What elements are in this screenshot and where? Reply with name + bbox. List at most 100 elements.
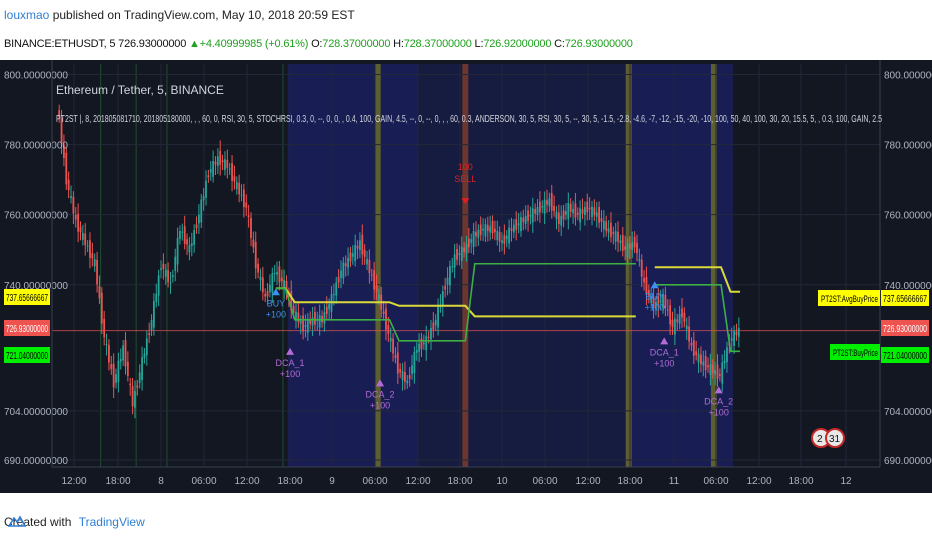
x-tick-label: 06:00 bbox=[191, 476, 216, 487]
price-candle-body bbox=[195, 224, 198, 229]
price-candle-body bbox=[534, 209, 537, 214]
buy-price-label: PT2ST:BuyPrice bbox=[830, 344, 880, 360]
change-value: +4.40999985 (+0.61%) bbox=[199, 38, 309, 50]
price-candle-body bbox=[63, 144, 65, 159]
x-tick-label: 12:00 bbox=[234, 476, 259, 487]
trade-marker-label: BUY bbox=[645, 291, 664, 301]
price-candle-body bbox=[702, 361, 705, 366]
chart-area[interactable]: BUY +100 DCA_1 +100 DCA_2 +100 SELL 100 BUY +100 D… bbox=[0, 60, 932, 493]
trade-marker-label: SELL bbox=[454, 174, 476, 184]
price-candle-body bbox=[356, 245, 359, 249]
price-candle-body bbox=[411, 365, 413, 375]
price-candle-body bbox=[467, 238, 470, 248]
indicator-settings[interactable]: PT2ST |, 8, 201805081710, 201805180000, … bbox=[56, 114, 882, 125]
price-candle-body bbox=[595, 212, 598, 217]
price-candle-body bbox=[482, 228, 484, 231]
price-candle-body bbox=[640, 259, 643, 277]
left-avg-badge: 737.65666667 bbox=[4, 289, 50, 305]
author-link[interactable]: louxmao bbox=[4, 8, 50, 22]
price-candle-body bbox=[224, 159, 226, 170]
price-candle-body bbox=[171, 275, 174, 278]
x-tick-label: 12:00 bbox=[405, 476, 430, 487]
price-candle-body bbox=[681, 308, 683, 318]
price-candle-body bbox=[607, 228, 610, 233]
price-candle-body bbox=[108, 344, 110, 363]
price-candle-body bbox=[174, 256, 177, 271]
price-candle-body bbox=[366, 259, 368, 265]
brand-link[interactable]: TradingView bbox=[78, 515, 145, 529]
price-candle-body bbox=[531, 208, 534, 223]
price-candle-body bbox=[465, 243, 468, 254]
price-candle-body bbox=[576, 212, 579, 215]
price-candle-body bbox=[141, 357, 143, 381]
price-candle-body bbox=[704, 355, 707, 370]
price-candle-body bbox=[472, 231, 475, 247]
x-tick-label: 12:00 bbox=[61, 476, 86, 487]
price-candle-body bbox=[723, 360, 726, 364]
price-candle-body bbox=[216, 156, 219, 166]
price-candle-body bbox=[697, 353, 700, 363]
price-candle-body bbox=[162, 263, 165, 270]
price-candle-body bbox=[510, 228, 513, 232]
price-candle-body bbox=[58, 110, 61, 118]
price-candle-body bbox=[70, 196, 72, 198]
price-candle-body bbox=[655, 301, 657, 310]
event-bar bbox=[710, 64, 717, 467]
price-candle-body bbox=[84, 233, 87, 246]
price-candle-body bbox=[65, 152, 68, 185]
price-candle-body bbox=[242, 189, 245, 208]
price-candle-body bbox=[259, 276, 262, 281]
price-candle-body bbox=[169, 282, 172, 284]
price-candle-body bbox=[387, 325, 390, 334]
price-candle-body bbox=[306, 318, 309, 333]
price-candle-body bbox=[153, 301, 155, 328]
price-candle-body bbox=[600, 218, 603, 222]
price-candle-body bbox=[342, 262, 345, 279]
price-candle-body bbox=[340, 270, 342, 278]
price-candle-body bbox=[425, 336, 428, 351]
avg-buy-price-line bbox=[275, 266, 740, 318]
price-candle-body bbox=[512, 224, 515, 233]
created-with: Created with TradingView bbox=[4, 515, 145, 529]
price-candle-body bbox=[685, 325, 688, 330]
price-candle-body bbox=[392, 338, 394, 354]
price-candle-body bbox=[219, 150, 222, 165]
price-candle-body bbox=[633, 236, 636, 248]
price-candle-body bbox=[344, 263, 347, 267]
price-candle-body bbox=[309, 319, 312, 324]
price-candle-body bbox=[569, 203, 572, 212]
low-label: L: bbox=[474, 38, 484, 50]
price-candle-body bbox=[621, 235, 624, 251]
trade-marker-arrow bbox=[660, 337, 669, 345]
price-candle-body bbox=[598, 206, 601, 223]
price-candle-body bbox=[659, 300, 662, 303]
price-candle-body bbox=[491, 220, 494, 234]
y-tick-label-right: 740.00000000 bbox=[884, 281, 932, 292]
counter-a: 2 bbox=[817, 434, 823, 445]
price-candle-body bbox=[122, 345, 125, 361]
price-candle-body bbox=[190, 243, 193, 246]
price-candle-body bbox=[86, 245, 89, 247]
price-candle-body bbox=[560, 215, 563, 226]
price-candle-body bbox=[81, 232, 84, 240]
price-candle-body bbox=[477, 229, 480, 238]
price-candle-body bbox=[733, 330, 735, 346]
price-candle-body bbox=[434, 319, 437, 326]
price-candle-body bbox=[657, 296, 660, 307]
x-tick-label: 06:00 bbox=[362, 476, 387, 487]
price-candle-body bbox=[105, 344, 108, 346]
price-chart[interactable]: BUY+100DCA_1+100DCA_2+100SELL100BUY+100D… bbox=[0, 60, 932, 493]
price-candle-body bbox=[221, 160, 224, 163]
y-tick-label-right: 780.00000000 bbox=[884, 141, 932, 152]
price-candle-body bbox=[404, 372, 406, 382]
price-candle-body bbox=[671, 319, 674, 327]
x-tick-label: 18:00 bbox=[617, 476, 642, 487]
price-candle-body bbox=[538, 201, 541, 213]
up-arrow-icon: ▲ bbox=[188, 38, 200, 50]
y-tick-label-right: 690.00000000 bbox=[884, 456, 932, 467]
published-text: published on TradingView.com, May 10, 20… bbox=[52, 8, 355, 22]
price-candle-body bbox=[297, 312, 300, 323]
price-candle-body bbox=[292, 305, 295, 313]
x-tick-label: 18:00 bbox=[277, 476, 302, 487]
trade-marker-arrow bbox=[271, 288, 280, 296]
